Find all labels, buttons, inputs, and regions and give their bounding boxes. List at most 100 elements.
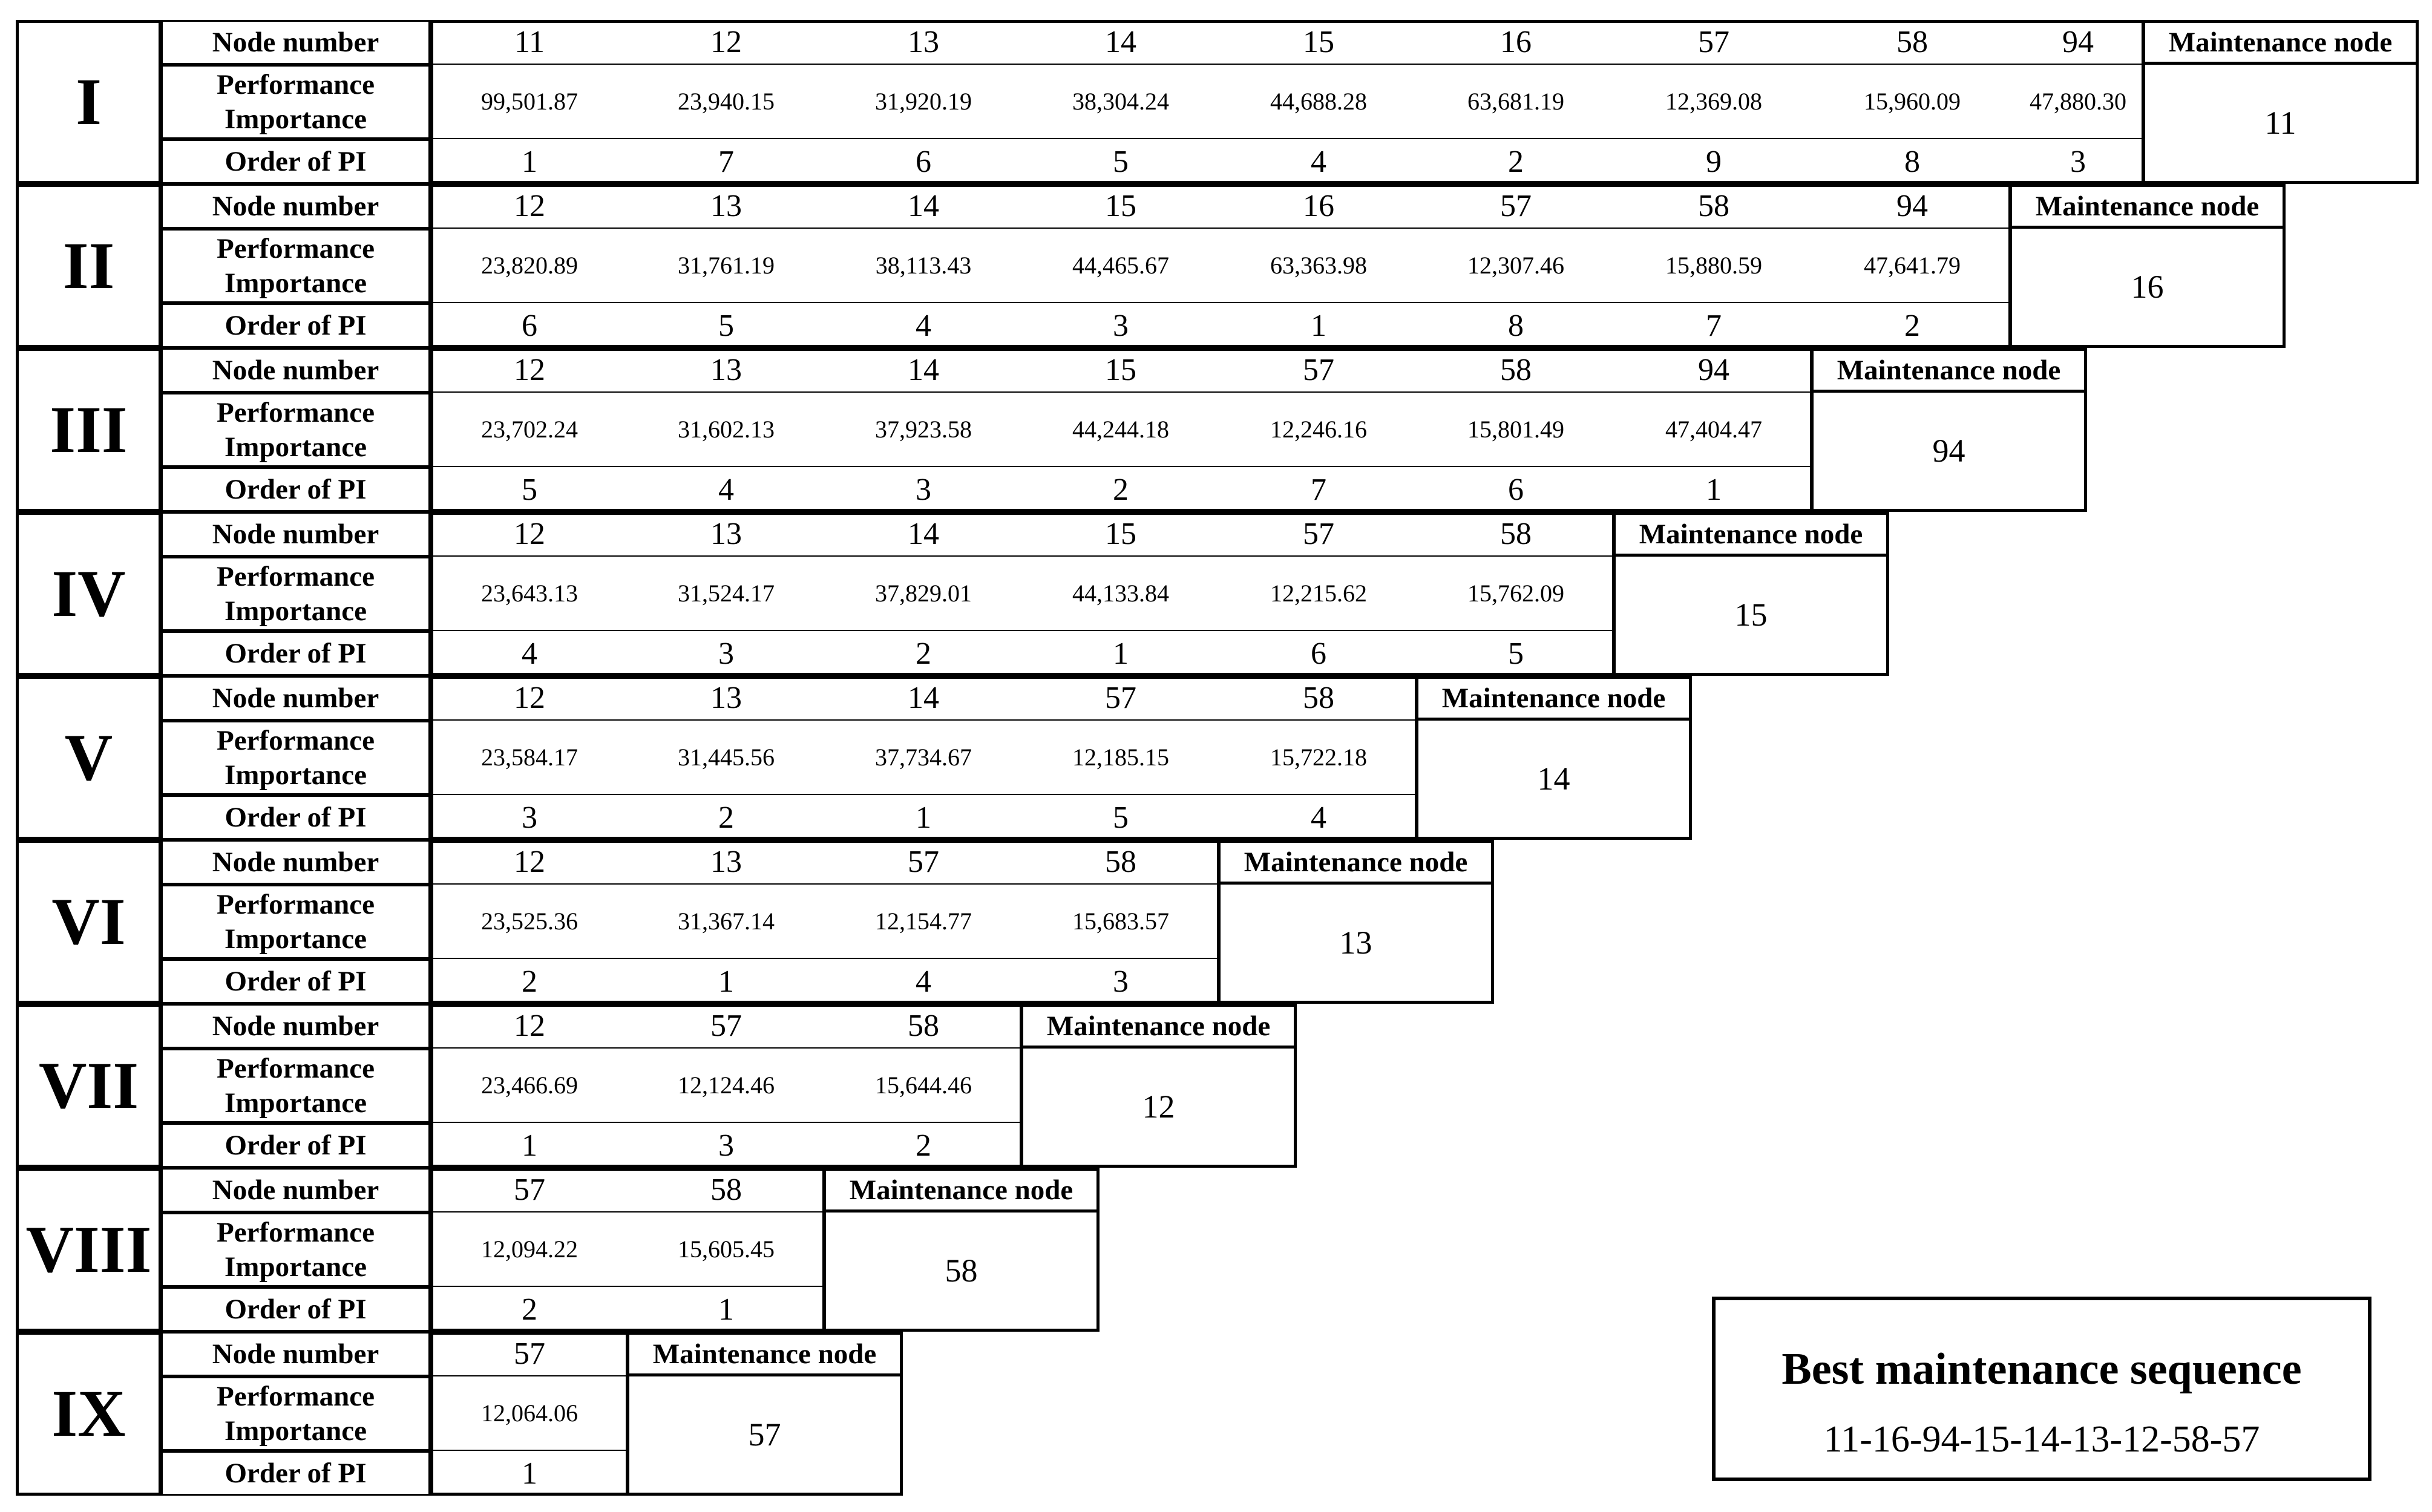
performance-importance-cell: 15,722.18 (1219, 721, 1418, 795)
performance-importance-label: Performance Importance (161, 557, 430, 631)
order-of-pi-cell: 1 (916, 800, 931, 835)
performance-importance-cell: 23,466.69 (430, 1049, 629, 1123)
best-sequence-title: Best maintenance sequence (1781, 1344, 2302, 1394)
maintenance-node-value: 58 (823, 1213, 1100, 1332)
node-number-cell: 11 (430, 20, 629, 65)
performance-importance-cell: 12,246.16 (1219, 393, 1418, 467)
node-number-label: Node number (161, 184, 430, 229)
node-number-cell: 15 (1021, 512, 1220, 557)
maintenance-node-header: Maintenance node (2142, 20, 2419, 65)
performance-importance-cell: 31,445.56 (627, 721, 825, 795)
node-number-cell: 15 (1021, 184, 1220, 229)
performance-importance-label: Performance Importance (161, 885, 430, 959)
order-of-pi-cell: 1 (1311, 308, 1326, 343)
node-number-cell: 58 (1813, 20, 2011, 65)
order-of-pi-cell: 1 (718, 964, 734, 999)
performance-importance-cell: 23,702.24 (430, 393, 629, 467)
node-number-cell: 14 (824, 676, 1023, 721)
order-of-pi-cell: 3 (1113, 308, 1129, 343)
performance-importance-cell: 99,501.87 (430, 65, 629, 139)
performance-importance-cell: 15,683.57 (1021, 885, 1220, 959)
order-of-pi-cell: 2 (522, 1292, 537, 1327)
stage-label: V (16, 676, 162, 840)
node-number-cell: 12 (627, 20, 825, 65)
node-number-label: Node number (161, 676, 430, 721)
performance-importance-cell: 31,524.17 (627, 557, 825, 631)
node-number-cell: 12 (430, 840, 629, 885)
data-frame (430, 20, 2145, 184)
performance-importance-cell: 38,304.24 (1021, 65, 1220, 139)
maintenance-node-value: 14 (1415, 721, 1692, 840)
node-number-label: Node number (161, 1332, 430, 1376)
node-number-cell: 57 (1021, 676, 1220, 721)
maintenance-node-value: 15 (1613, 557, 1889, 676)
order-of-pi-cell: 7 (1311, 472, 1326, 507)
performance-importance-cell: 44,465.67 (1021, 229, 1220, 303)
maintenance-node-value: 11 (2142, 65, 2419, 184)
node-number-label: Node number (161, 1168, 430, 1213)
node-number-cell: 13 (627, 512, 825, 557)
node-number-cell: 94 (1614, 348, 1813, 393)
performance-importance-cell: 15,762.09 (1417, 557, 1615, 631)
performance-importance-cell: 38,113.43 (824, 229, 1023, 303)
data-frame (430, 1168, 825, 1332)
node-number-cell: 58 (1417, 348, 1615, 393)
order-of-pi-cell: 2 (522, 964, 537, 999)
performance-importance-cell: 47,641.79 (1813, 229, 2011, 303)
order-of-pi-cell: 8 (1904, 144, 1920, 179)
data-frame (430, 1004, 1023, 1168)
maintenance-node-header: Maintenance node (626, 1332, 903, 1376)
maintenance-node-header: Maintenance node (1811, 348, 2087, 393)
order-of-pi-label: Order of PI (161, 303, 430, 348)
performance-importance-cell: 12,185.15 (1021, 721, 1220, 795)
performance-importance-cell: 12,124.46 (627, 1049, 825, 1123)
order-of-pi-cell: 2 (1904, 308, 1920, 343)
performance-importance-cell: 12,064.06 (430, 1376, 629, 1451)
node-number-cell: 58 (1219, 676, 1418, 721)
order-of-pi-cell: 2 (916, 636, 931, 671)
performance-importance-label: Performance Importance (161, 1376, 430, 1451)
node-number-label: Node number (161, 348, 430, 393)
performance-importance-cell: 31,602.13 (627, 393, 825, 467)
maintenance-node-header: Maintenance node (1415, 676, 1692, 721)
order-of-pi-cell: 7 (718, 144, 734, 179)
node-number-cell: 58 (824, 1004, 1023, 1049)
node-number-cell: 57 (430, 1168, 629, 1213)
order-of-pi-cell: 9 (1706, 144, 1722, 179)
performance-importance-cell: 15,960.09 (1813, 65, 2011, 139)
order-of-pi-cell: 3 (2070, 144, 2086, 179)
order-of-pi-cell: 1 (522, 144, 537, 179)
node-number-cell: 57 (1219, 512, 1418, 557)
order-of-pi-label: Order of PI (161, 1123, 430, 1168)
performance-importance-cell: 23,643.13 (430, 557, 629, 631)
node-number-cell: 57 (430, 1332, 629, 1376)
performance-importance-label: Performance Importance (161, 721, 430, 795)
data-frame (430, 512, 1615, 676)
data-frame (430, 840, 1220, 1004)
order-of-pi-cell: 2 (916, 1128, 931, 1163)
node-number-cell: 94 (1813, 184, 2011, 229)
order-of-pi-cell: 1 (1706, 472, 1722, 507)
order-of-pi-cell: 1 (522, 1128, 537, 1163)
node-number-cell: 57 (824, 840, 1023, 885)
best-sequence-box: Best maintenance sequence 11-16-94-15-14… (1712, 1297, 2371, 1481)
order-of-pi-cell: 6 (916, 144, 931, 179)
performance-importance-cell: 63,363.98 (1219, 229, 1418, 303)
node-number-cell: 13 (824, 20, 1023, 65)
performance-importance-cell: 63,681.19 (1417, 65, 1615, 139)
order-of-pi-cell: 4 (916, 964, 931, 999)
performance-importance-label: Performance Importance (161, 393, 430, 467)
node-number-cell: 57 (627, 1004, 825, 1049)
stage-label: I (16, 20, 162, 184)
order-of-pi-cell: 1 (522, 1456, 537, 1491)
performance-importance-cell: 12,154.77 (824, 885, 1023, 959)
performance-importance-cell: 44,133.84 (1021, 557, 1220, 631)
maintenance-node-value: 12 (1020, 1049, 1297, 1168)
order-of-pi-cell: 3 (916, 472, 931, 507)
node-number-cell: 12 (430, 512, 629, 557)
data-frame (430, 1332, 629, 1496)
order-of-pi-cell: 5 (1113, 800, 1129, 835)
node-number-label: Node number (161, 512, 430, 557)
performance-importance-cell: 12,369.08 (1614, 65, 1813, 139)
